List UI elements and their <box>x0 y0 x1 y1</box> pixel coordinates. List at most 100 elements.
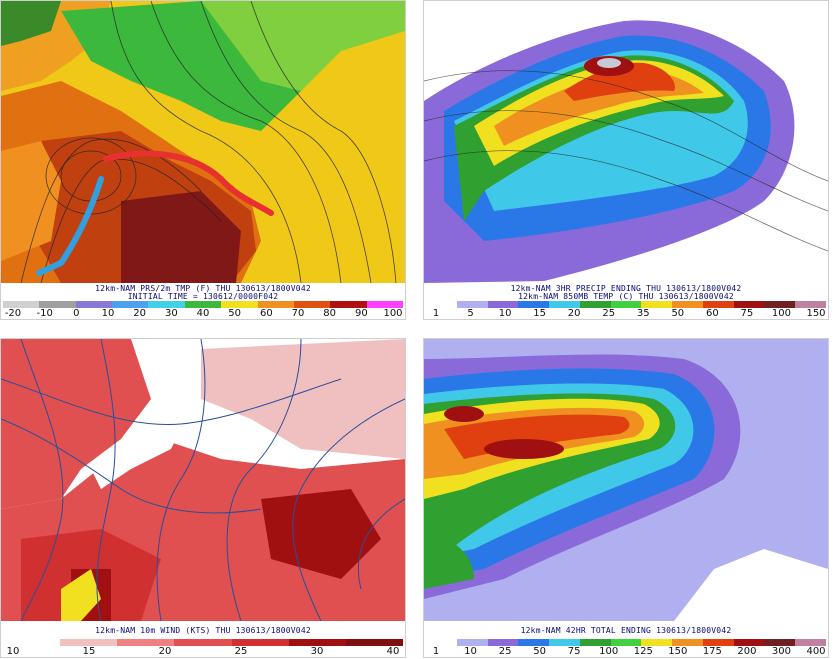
colorbar-tick-label: 75 <box>567 646 581 657</box>
colorbar-swatch <box>3 639 61 646</box>
colorbar-swatch <box>518 639 550 646</box>
colorbar-swatch <box>330 301 367 308</box>
colorbar-tick-label: 15 <box>82 646 96 657</box>
colorbar-swatch <box>39 301 76 308</box>
total-precip-map <box>424 339 828 621</box>
colorbar-tick-label: 1 <box>432 646 440 657</box>
colorbar-swatch <box>3 301 40 308</box>
colorbar-swatch <box>148 301 185 308</box>
temperature-caption-1: 12km-NAM PRS/2m TMP (F) THU 130613/1800V… <box>95 284 311 293</box>
colorbar-swatch <box>75 301 113 308</box>
colorbar-tick-label: 1 <box>432 308 440 319</box>
colorbar-swatch <box>456 301 488 308</box>
colorbar-tick-label: 50 <box>533 646 546 657</box>
colorbar-tick-label: 150 <box>806 308 826 319</box>
colorbar-swatch <box>60 639 118 646</box>
colorbar-tick-label: 30 <box>310 646 324 657</box>
colorbar-swatch <box>672 301 703 308</box>
colorbar-swatch <box>579 301 611 308</box>
colorbar-tick-label: 10 <box>101 308 115 319</box>
colorbar-tick-label: -20 <box>4 308 22 319</box>
colorbar-swatch <box>426 301 457 308</box>
colorbar-tick-label: 70 <box>291 308 305 319</box>
colorbar-swatch <box>795 301 826 308</box>
colorbar-tick-label: 60 <box>259 308 273 319</box>
colorbar-swatch <box>366 301 403 308</box>
colorbar-swatch <box>112 301 149 308</box>
colorbar-tick-label: 100 <box>599 646 619 657</box>
colorbar-tick-label: 175 <box>702 646 722 657</box>
temperature-contours <box>424 70 828 252</box>
colorbar-tick-label: 35 <box>636 308 650 319</box>
precip-map <box>424 1 828 283</box>
temperature-map <box>1 1 405 283</box>
colorbar-tick-label: 30 <box>164 308 178 319</box>
temperature-tick-labels: -20 -10 0 10 20 30 40 50 60 70 80 90 100 <box>1 308 405 319</box>
colorbar-swatch <box>345 639 403 646</box>
total-precip-panel: 12km-NAM 42HR TOTAL ENDING 130613/1800V0… <box>423 338 829 658</box>
precip-caption-1: 12km-NAM 3HR PRECIP ENDING THU 130613/18… <box>510 284 742 293</box>
colorbar-swatch <box>456 639 488 646</box>
colorbar-tick-label: 50 <box>671 308 685 319</box>
colorbar-tick-label: 90 <box>354 308 368 319</box>
colorbar-tick-label: -10 <box>36 308 53 319</box>
colorbar-swatch <box>795 639 826 646</box>
colorbar-tick-label: 80 <box>323 308 337 319</box>
wind-tick-labels: 10 15 20 25 30 40 <box>1 646 405 657</box>
colorbar-swatch <box>518 301 550 308</box>
colorbar-swatch <box>702 639 734 646</box>
colorbar-tick-label: 25 <box>234 646 248 657</box>
colorbar-tick-label: 25 <box>602 308 616 319</box>
colorbar-swatch <box>641 301 673 308</box>
colorbar-swatch <box>733 639 765 646</box>
colorbar-swatch <box>610 639 642 646</box>
colorbar-tick-label: 125 <box>633 646 653 657</box>
colorbar-tick-label: 150 <box>668 646 688 657</box>
colorbar-swatch <box>549 301 580 308</box>
colorbar-swatch <box>288 639 346 646</box>
colorbar-tick-label: 5 <box>467 308 474 319</box>
colorbar-tick-label: 40 <box>196 308 210 319</box>
temperature-caption-2: INITIAL TIME = 130612/0000F042 <box>127 292 279 301</box>
colorbar-swatch <box>231 639 289 646</box>
colorbar-swatch <box>764 301 796 308</box>
colorbar-swatch <box>672 639 703 646</box>
warm-front <box>103 150 274 216</box>
colorbar-tick-label: 20 <box>567 308 581 319</box>
colorbar-tick-label: 10 <box>498 308 512 319</box>
temperature-colorbar <box>3 301 403 308</box>
colorbar-tick-label: 25 <box>498 646 512 657</box>
colorbar-swatch <box>487 301 519 308</box>
wind-map <box>1 339 405 621</box>
precip-tick-labels: 1 5 10 15 20 25 35 50 60 75 100 150 <box>424 308 828 319</box>
total-precip-caption: 12km-NAM 42HR TOTAL ENDING 130613/1800V0… <box>520 626 732 635</box>
colorbar-tick-label: 15 <box>533 308 546 319</box>
colorbar-tick-label: 40 <box>386 646 400 657</box>
precip-caption-2: 12km-NAM 850MB TEMP (C) THU 130613/1800V… <box>518 292 734 301</box>
colorbar-tick-label: 10 <box>464 646 477 657</box>
colorbar-swatch <box>293 301 331 308</box>
wind-caption: 12km-NAM 10m WIND (KTS) THU 130613/1800V… <box>95 626 311 635</box>
colorbar-swatch <box>702 301 734 308</box>
colorbar-swatch <box>641 639 673 646</box>
total-precip-tick-labels: 1 10 25 50 75 100 125 150 175 200 300 400 <box>424 646 828 657</box>
colorbar-tick-label: 75 <box>740 308 754 319</box>
colorbar-tick-label: 50 <box>228 308 242 319</box>
colorbar-tick-label: 20 <box>133 308 147 319</box>
colorbar-tick-label: 300 <box>771 646 791 657</box>
colorbar-swatch <box>549 639 580 646</box>
colorbar-swatch <box>221 301 258 308</box>
colorbar-tick-label: 0 <box>73 308 80 319</box>
colorbar-tick-label: 100 <box>383 308 403 319</box>
colorbar-swatch <box>579 639 611 646</box>
colorbar-tick-label: 100 <box>771 308 791 319</box>
colorbar-tick-label: 10 <box>6 646 20 657</box>
colorbar-swatch <box>117 639 175 646</box>
colorbar-swatch <box>764 639 796 646</box>
colorbar-tick-label: 60 <box>705 308 719 319</box>
precip-colorbar <box>426 301 826 308</box>
colorbar-swatch <box>184 301 222 308</box>
colorbar-swatch <box>174 639 232 646</box>
colorbar-tick-label: 200 <box>737 646 757 657</box>
colorbar-tick-label: 20 <box>158 646 172 657</box>
